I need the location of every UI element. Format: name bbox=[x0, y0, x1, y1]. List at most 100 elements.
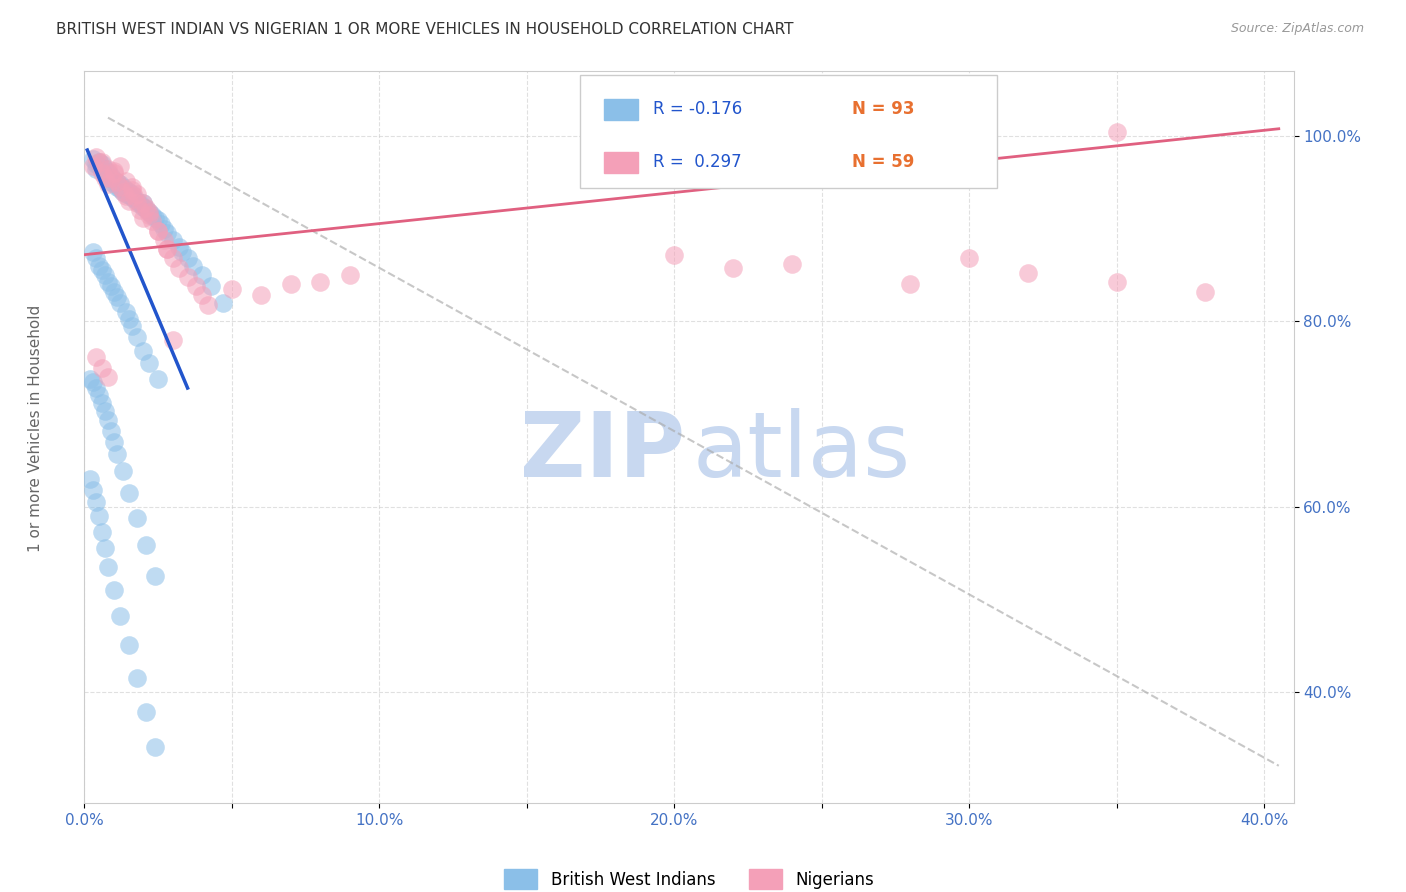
Point bbox=[1017, 266, 1039, 280]
Point bbox=[108, 178, 131, 192]
Point bbox=[143, 740, 166, 755]
Point bbox=[84, 350, 107, 364]
Point bbox=[97, 559, 120, 574]
Text: N = 93: N = 93 bbox=[852, 101, 915, 119]
Point bbox=[100, 169, 122, 183]
Point bbox=[121, 318, 143, 333]
Point bbox=[114, 305, 136, 319]
Point bbox=[114, 173, 136, 187]
Point bbox=[957, 252, 980, 266]
Point bbox=[103, 178, 125, 192]
Text: 1 or more Vehicles in Household: 1 or more Vehicles in Household bbox=[28, 304, 42, 552]
Point bbox=[97, 275, 120, 289]
Point bbox=[309, 276, 332, 290]
Point bbox=[132, 195, 155, 210]
Point bbox=[82, 153, 104, 167]
Point bbox=[84, 157, 107, 171]
Point bbox=[167, 240, 190, 254]
Point bbox=[97, 161, 120, 176]
Point bbox=[664, 248, 686, 262]
Point bbox=[121, 183, 143, 197]
Point bbox=[124, 189, 146, 203]
Point bbox=[111, 464, 134, 478]
Text: R =  0.297: R = 0.297 bbox=[652, 153, 741, 171]
Point bbox=[176, 269, 198, 284]
Point bbox=[91, 163, 114, 178]
Point bbox=[103, 166, 125, 180]
Point bbox=[138, 205, 160, 219]
Point bbox=[167, 260, 190, 275]
Point bbox=[105, 176, 128, 190]
Point bbox=[162, 252, 184, 266]
Point bbox=[146, 213, 169, 227]
Point bbox=[111, 185, 134, 199]
Point bbox=[127, 195, 149, 210]
Point bbox=[97, 370, 120, 384]
Point bbox=[146, 224, 169, 238]
Point bbox=[79, 472, 101, 486]
Point bbox=[121, 190, 143, 204]
Point bbox=[103, 285, 125, 299]
Bar bbox=[605, 153, 638, 173]
Point bbox=[91, 360, 114, 375]
Point bbox=[111, 180, 134, 194]
Point bbox=[79, 372, 101, 386]
Point bbox=[87, 259, 110, 273]
Point bbox=[162, 233, 184, 247]
Point bbox=[127, 194, 149, 208]
Point bbox=[339, 268, 361, 282]
Point bbox=[127, 671, 149, 685]
Point bbox=[127, 510, 149, 524]
Text: ZIP: ZIP bbox=[520, 408, 685, 496]
Text: N = 59: N = 59 bbox=[852, 153, 914, 171]
Point bbox=[87, 159, 110, 173]
Point bbox=[108, 608, 131, 623]
Point bbox=[108, 295, 131, 310]
Point bbox=[94, 404, 117, 418]
Point bbox=[146, 372, 169, 386]
Point bbox=[97, 165, 120, 179]
Point bbox=[91, 263, 114, 277]
Point bbox=[108, 180, 131, 194]
Point bbox=[191, 288, 214, 302]
Point bbox=[121, 186, 143, 201]
Point bbox=[156, 242, 179, 256]
Text: Source: ZipAtlas.com: Source: ZipAtlas.com bbox=[1230, 22, 1364, 36]
Point bbox=[84, 252, 107, 266]
Point bbox=[135, 202, 157, 217]
Point bbox=[100, 170, 122, 185]
Point bbox=[87, 155, 110, 169]
Point bbox=[105, 447, 128, 461]
Point bbox=[94, 541, 117, 556]
Point bbox=[138, 356, 160, 370]
Point bbox=[87, 508, 110, 523]
Point bbox=[197, 298, 219, 312]
Point bbox=[117, 188, 139, 202]
Point bbox=[156, 242, 179, 256]
Point bbox=[200, 279, 222, 293]
FancyBboxPatch shape bbox=[581, 75, 997, 188]
Point bbox=[124, 192, 146, 206]
Point bbox=[105, 176, 128, 190]
Point bbox=[1105, 124, 1128, 138]
Point bbox=[150, 217, 173, 231]
Text: R = -0.176: R = -0.176 bbox=[652, 101, 742, 119]
Point bbox=[135, 705, 157, 719]
Point bbox=[143, 211, 166, 225]
Point bbox=[898, 277, 921, 292]
Point bbox=[153, 233, 176, 247]
Point bbox=[103, 172, 125, 186]
Point bbox=[780, 257, 803, 271]
Point bbox=[153, 221, 176, 235]
Point bbox=[132, 343, 155, 358]
Point bbox=[146, 224, 169, 238]
Point bbox=[91, 166, 114, 180]
Point bbox=[100, 176, 122, 190]
Point bbox=[84, 149, 107, 163]
Point bbox=[1194, 285, 1216, 299]
Point bbox=[132, 211, 155, 225]
Point bbox=[91, 155, 114, 169]
Point bbox=[103, 434, 125, 449]
Point bbox=[129, 196, 152, 211]
Point bbox=[721, 260, 744, 275]
